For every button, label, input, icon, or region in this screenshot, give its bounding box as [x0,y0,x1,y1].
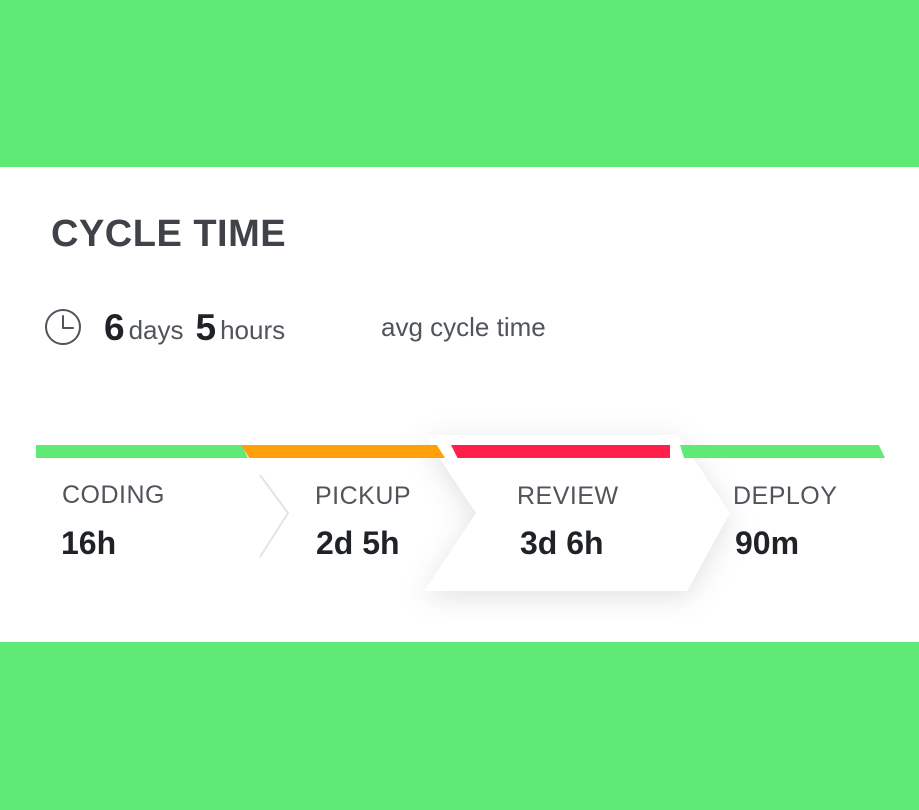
days-unit: days [128,314,184,345]
days-value: 6 [104,306,125,348]
hours-value: 5 [195,306,217,348]
stage-label: CODING [62,481,165,509]
card-title: CYCLE TIME [51,213,287,255]
coding-bar [36,445,248,458]
stage-label: REVIEW [517,482,619,510]
chevron-separator-icon [259,474,290,558]
deploy-bar [680,445,885,458]
avg-cycle-time-label: avg cycle time [381,312,546,342]
stage-value: 16h [61,525,117,561]
review-stage-panel[interactable] [424,435,730,591]
review-bar [451,445,670,458]
pickup-bar [241,445,445,458]
cycle-time-card: CYCLE TIME 6 days 5 hours avg cycle time… [0,167,919,642]
stage-label: PICKUP [315,482,412,510]
stage-value: 3d 6h [520,525,604,561]
avg-cycle-summary: 6 days 5 hours [44,305,297,349]
stage-label: DEPLOY [733,482,838,510]
stage-value: 90m [735,525,800,561]
clock-icon [45,309,81,345]
stage-value: 2d 5h [316,525,400,561]
hours-unit: hours [220,314,286,345]
